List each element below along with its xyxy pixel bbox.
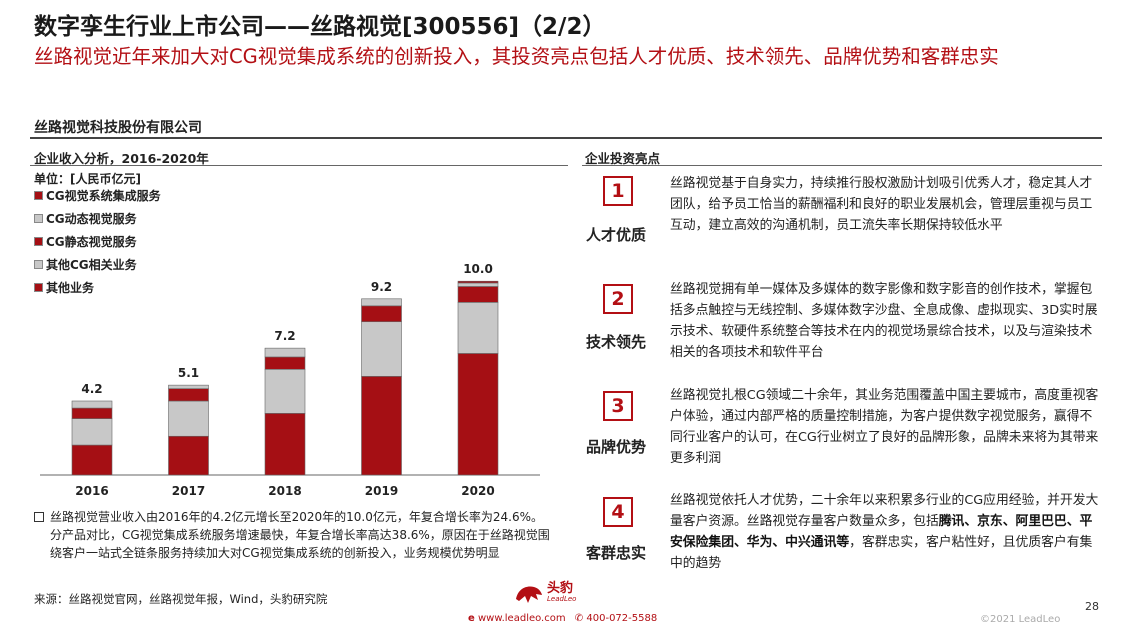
x-tick-label: 2019 <box>365 484 398 498</box>
bar-segment <box>71 418 113 446</box>
highlight-number: 1 <box>603 176 633 206</box>
bar-total-label: 9.2 <box>371 280 392 294</box>
highlight-text: 丝路视觉依托人才优势，二十余年以来积累多行业的CG应用经验，并开发大量客户资源。… <box>670 490 1102 574</box>
highlight-text: 丝路视觉基于自身实力，持续推行股权激励计划吸引优秀人才，稳定其人才团队，给予员工… <box>670 176 1093 233</box>
bar-segment <box>168 435 209 476</box>
brand-name-en: LeadLeo <box>547 595 577 603</box>
brand-logo: 头豹 LeadLeo <box>514 581 576 607</box>
bar-segment <box>168 384 209 389</box>
legend-item: CG静态视觉服务 <box>34 233 137 250</box>
highlight-text-part: 丝路视觉依托人才优势，二十余年以来积累多行业的CG应用经验，并开发大量客户资源。… <box>670 493 1099 529</box>
bar-segment <box>457 282 499 287</box>
legend-swatch <box>34 283 43 292</box>
highlight-label: 技术领先 <box>586 333 647 351</box>
highlights-heading: 企业投资亮点 <box>585 151 661 166</box>
revenue-stacked-bar-chart: 4.2 2016 5.1 2017 7.2 2018 9.2 2019 10.0 2020 <box>40 262 540 498</box>
bullet-icon <box>34 512 44 522</box>
bar-segment <box>361 298 402 307</box>
phone-number: 400-072-5588 <box>586 613 658 624</box>
page-subtitle: 丝路视觉近年来加大对CG视觉集成系统的创新投入，其投资亮点包括人才优质、技术领先… <box>34 45 999 68</box>
highlight-text-part: ，客群忠实，客户粘性好，且优质客户有集中的趋势 <box>670 535 1093 571</box>
chart-unit: 单位：[人民币亿元] <box>34 172 141 186</box>
highlight-number: 3 <box>603 391 633 421</box>
bar-segment <box>168 400 209 437</box>
legend-label: CG动态视觉服务 <box>46 212 137 226</box>
legend-label: CG静态视觉服务 <box>46 235 137 249</box>
copyright: ©2021 LeadLeo <box>980 614 1061 625</box>
bar-segment <box>264 368 306 414</box>
source-note: 来源：丝路视觉官网，丝路视觉年报，Wind，头豹研究院 <box>34 592 328 606</box>
bar-segment <box>71 444 113 476</box>
page-number: 28 <box>1085 600 1099 613</box>
x-tick-label: 2020 <box>461 484 494 498</box>
bar-total-label: 10.0 <box>463 262 493 276</box>
legend-swatch <box>34 191 43 200</box>
legend-swatch <box>34 214 43 223</box>
leopard-logo-icon <box>516 586 542 603</box>
x-tick-label: 2017 <box>172 484 205 498</box>
highlight-text: 丝路视觉扎根CG领域二十余年，其业务范围覆盖中国主要城市，高度重视客户体验，通过… <box>670 388 1099 466</box>
chart-summary-text: 丝路视觉营业收入由2016年的4.2亿元增长至2020年的10.0亿元，年复合增… <box>50 510 550 560</box>
bar-segment <box>457 302 499 354</box>
chart-heading: 企业收入分析，2016-2020年 <box>34 151 209 166</box>
brand-name-cn: 头豹 <box>547 581 574 596</box>
web-icon: e <box>468 613 475 624</box>
highlight-number: 4 <box>603 497 633 527</box>
legend-swatch <box>34 260 43 269</box>
highlight-label: 人才优质 <box>586 226 647 244</box>
legend-label: 其他业务 <box>46 281 95 295</box>
phone-icon: ✆ <box>574 613 584 624</box>
legend-label: CG视觉系统集成服务 <box>46 189 161 203</box>
legend-item: 其他业务 <box>34 279 94 296</box>
highlight-label: 客群忠实 <box>586 544 647 562</box>
bar-segment <box>361 305 402 323</box>
company-name: 丝路视觉科技股份有限公司 <box>34 120 202 136</box>
bar-total-label: 5.1 <box>178 366 199 380</box>
chart-summary: 丝路视觉营业收入由2016年的4.2亿元增长至2020年的10.0亿元，年复合增… <box>34 508 554 562</box>
bar-segment <box>264 347 306 358</box>
bar-segment <box>71 400 113 409</box>
footer-contact: e www.leadleo.com ✆ 400-072-5588 <box>468 613 657 624</box>
bar-segment <box>361 321 402 377</box>
bar-segment <box>168 388 209 402</box>
bar-segment <box>361 376 402 476</box>
x-tick-label: 2018 <box>268 484 301 498</box>
highlight-number: 2 <box>603 284 633 314</box>
page-title: 数字孪生行业上市公司——丝路视觉[300556]（2/2） <box>34 14 606 40</box>
bar-segment <box>71 407 113 419</box>
bar-segment <box>264 413 306 476</box>
bar-total-label: 7.2 <box>274 329 295 343</box>
legend-swatch <box>34 237 43 246</box>
divider <box>30 137 1102 139</box>
legend-item: CG视觉系统集成服务 <box>34 187 161 204</box>
legend-item: 其他CG相关业务 <box>34 256 137 273</box>
highlight-label: 品牌优势 <box>586 438 647 456</box>
website-link[interactable]: www.leadleo.com <box>477 613 566 624</box>
bar-segment <box>457 353 499 476</box>
highlight-text: 丝路视觉拥有单一媒体及多媒体的数字影像和数字影音的创作技术，掌握包括多点触控与无… <box>670 282 1098 360</box>
bar-segment <box>457 286 499 303</box>
bar-segment <box>457 280 499 284</box>
divider <box>582 165 1102 166</box>
bar-total-label: 4.2 <box>81 382 102 396</box>
legend-item: CG动态视觉服务 <box>34 210 137 227</box>
legend-label: 其他CG相关业务 <box>46 258 137 272</box>
divider <box>30 165 568 166</box>
x-tick-label: 2016 <box>75 484 108 498</box>
bar-segment <box>264 356 306 370</box>
highlight-customers: 腾讯、京东、阿里巴巴、平安保险集团、华为、中兴通讯等 <box>670 514 1093 550</box>
